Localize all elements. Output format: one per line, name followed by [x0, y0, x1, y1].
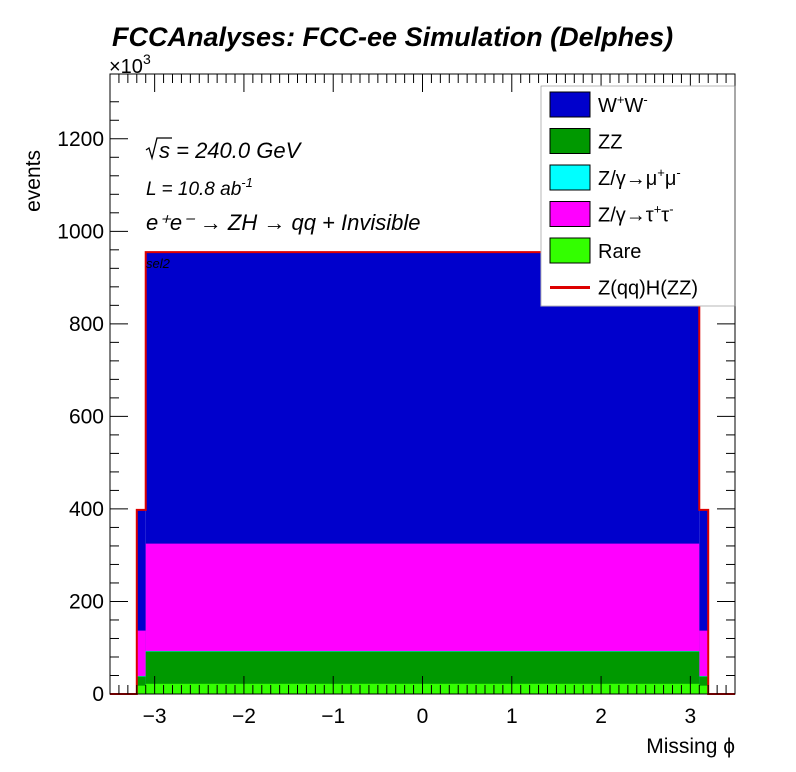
- process-annotation: e⁺e⁻ → ZH → qq + Invisible: [146, 210, 421, 235]
- bar-w-w--0: [136, 509, 146, 694]
- y-axis-label: events: [22, 150, 45, 212]
- legend-label: Z/γ→τ+τ-: [598, 202, 674, 227]
- x-tick-label: 0: [417, 705, 429, 728]
- y-tick-label: 1200: [57, 128, 104, 151]
- bar-zz-0: [136, 676, 146, 694]
- y-tick-label: 1000: [57, 220, 104, 243]
- x-tick-label: −1: [321, 705, 345, 728]
- legend-label: Z(qq)H(ZZ): [598, 278, 698, 300]
- legend-swatch: [549, 201, 591, 227]
- legend-swatch: [549, 91, 591, 118]
- stacked-histogram: [110, 251, 735, 695]
- signal-line-zqq-hzz: [110, 251, 735, 695]
- bar-rare-0: [136, 685, 146, 694]
- y-tick-label: 200: [69, 590, 104, 613]
- bar-rare-2: [699, 685, 709, 694]
- y-multiplier-exp: 3: [143, 51, 151, 67]
- luminosity-text: L = 10.8 ab: [146, 179, 241, 200]
- y-tick-label: 0: [92, 683, 104, 706]
- legend-border: [540, 85, 736, 307]
- selection-annotation: sel2: [146, 256, 171, 271]
- x-tick-label: 2: [595, 705, 607, 728]
- luminosity-exp: -1: [241, 175, 253, 190]
- legend: W+W- ZZ Z/γ→μ+μ- Z/γ→τ+τ- Rare Z(qq)H(ZZ): [540, 85, 736, 307]
- x-axis: −3 −2 −1 0 1 2 3: [109, 74, 736, 728]
- legend-swatch: [549, 128, 591, 154]
- y-multiplier: ×103: [109, 51, 151, 78]
- x-tick-label: −3: [143, 705, 167, 728]
- legend-label: Rare: [598, 241, 641, 263]
- bar-zz-2: [699, 676, 709, 694]
- x-tick-label: 1: [506, 705, 518, 728]
- chart-title: FCCAnalyses: FCC-ee Simulation (Delphes): [112, 22, 673, 52]
- y-multiplier-base: ×10: [109, 56, 143, 78]
- bar-z--0: [136, 630, 146, 694]
- bar-z--2: [699, 630, 709, 694]
- x-tick-label: 3: [685, 705, 697, 728]
- y-axis: 0 200 400 600 800 1000 1200: [57, 101, 735, 706]
- legend-label: Z/γ→μ+μ-: [598, 165, 681, 190]
- sqrt-s-text: s = 240.0 GeV: [159, 138, 303, 163]
- x-tick-label: −2: [232, 705, 256, 728]
- legend-box: [540, 85, 735, 307]
- x-axis-label: Missing ϕ: [646, 735, 735, 758]
- luminosity-annotation: L = 10.8 ab-1: [146, 175, 253, 200]
- sqrt-s-annotation: s = 240.0 GeV: [145, 137, 303, 163]
- y-tick-label: 400: [69, 498, 104, 521]
- legend-swatch: [549, 164, 591, 191]
- legend-swatch: [549, 237, 591, 264]
- legend-label: W+W-: [598, 92, 648, 117]
- y-tick-label: 800: [69, 313, 104, 336]
- legend-label: ZZ: [598, 132, 622, 154]
- y-tick-label: 600: [69, 405, 104, 428]
- bar-w-w--2: [699, 509, 709, 694]
